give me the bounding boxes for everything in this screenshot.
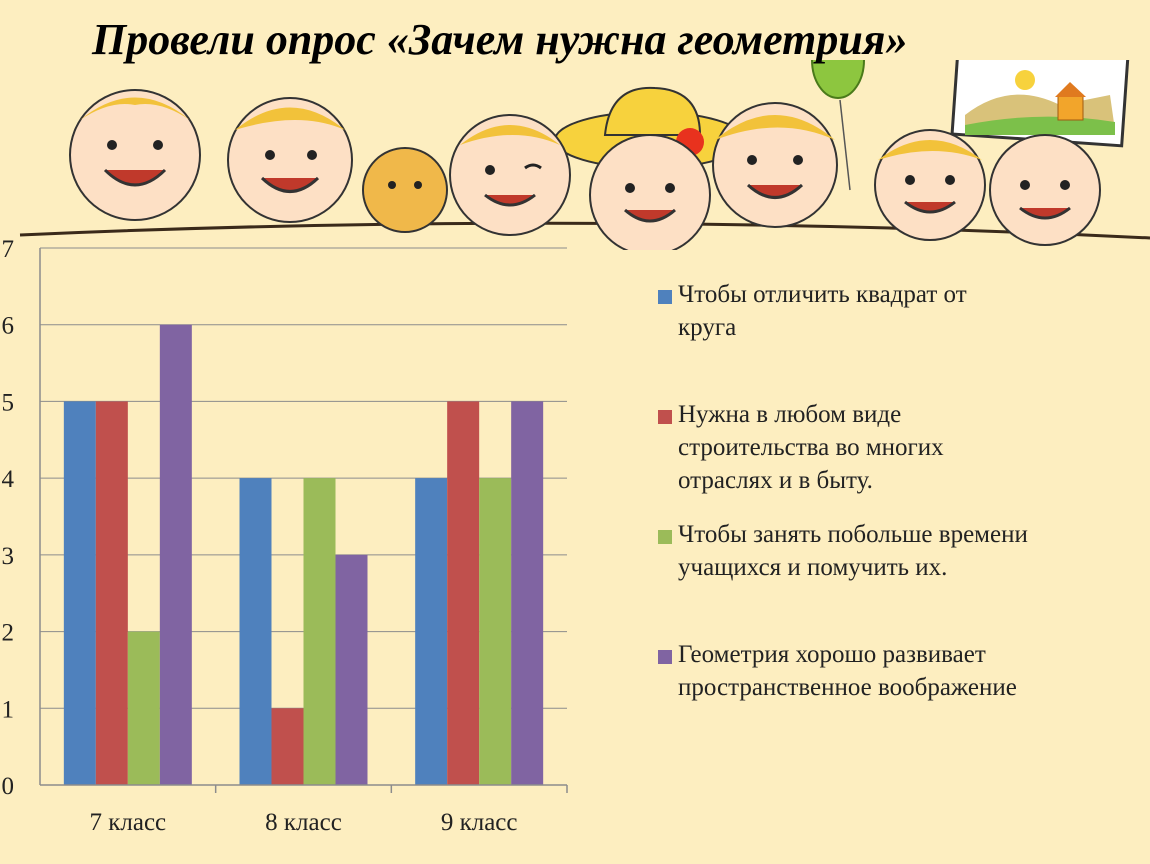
bars: [63, 324, 544, 785]
bar: [447, 401, 480, 785]
bar: [127, 631, 160, 785]
legend-label: Чтобы отличить квадрат от круга: [678, 281, 967, 341]
bar: [415, 478, 448, 785]
legend-label: Геометрия хорошо развивает пространственн…: [678, 641, 1017, 701]
bar: [511, 401, 544, 785]
balloon-icon: [811, 60, 865, 191]
legend-label: Чтобы занять побольше времени учащихся и …: [678, 521, 1028, 581]
bar: [335, 554, 368, 785]
table-edge: [19, 221, 1150, 240]
y-tick-label: 7: [2, 236, 15, 263]
child-face-6: [874, 129, 986, 241]
child-face-1: [69, 89, 201, 221]
y-tick-label: 1: [2, 696, 15, 723]
bar-chart: 0 1 2 3 4 5 6 7 7 класс 8 класс 9 класс Чтобы отл…: [2, 236, 1028, 836]
y-tick-labels: 0 1 2 3 4 5 6 7: [2, 236, 15, 800]
house-picture-icon: [950, 60, 1130, 148]
child-face-7: [989, 134, 1101, 246]
legend: Чтобы отличить квадрат от круга Нужна в лю…: [658, 281, 1028, 701]
legend-swatch: [658, 530, 672, 544]
bar: [479, 478, 512, 785]
bar: [271, 708, 304, 785]
y-tick-label: 3: [2, 543, 15, 570]
bar: [95, 401, 128, 785]
y-tick-label: 2: [2, 620, 15, 647]
category-label: 7 класс: [89, 809, 166, 836]
child-face-2: [227, 97, 353, 223]
x-category-labels: 7 класс 8 класс 9 класс: [89, 809, 517, 836]
y-tick-label: 5: [2, 389, 15, 416]
child-face-5: [712, 102, 838, 228]
category-label: 8 класс: [265, 809, 342, 836]
y-tick-label: 4: [2, 466, 15, 493]
legend-swatch: [658, 650, 672, 664]
child-face-4: [589, 134, 711, 250]
legend-swatch: [658, 290, 672, 304]
children-illustration: [19, 60, 1150, 250]
legend-swatch: [658, 410, 672, 424]
child-face-3: [449, 114, 571, 236]
bar: [63, 401, 96, 785]
cat-face: [362, 147, 448, 233]
bar: [239, 478, 272, 785]
bar: [303, 478, 336, 785]
y-tick-label: 0: [2, 773, 15, 800]
axes: [39, 248, 568, 793]
y-tick-label: 6: [2, 313, 15, 340]
bar: [159, 324, 192, 785]
category-label: 9 класс: [441, 809, 518, 836]
legend-label: Нужна в любом виде строительства во многи…: [678, 401, 944, 494]
slide-title: Провели опрос «Зачем нужна геометрия»: [92, 15, 908, 64]
